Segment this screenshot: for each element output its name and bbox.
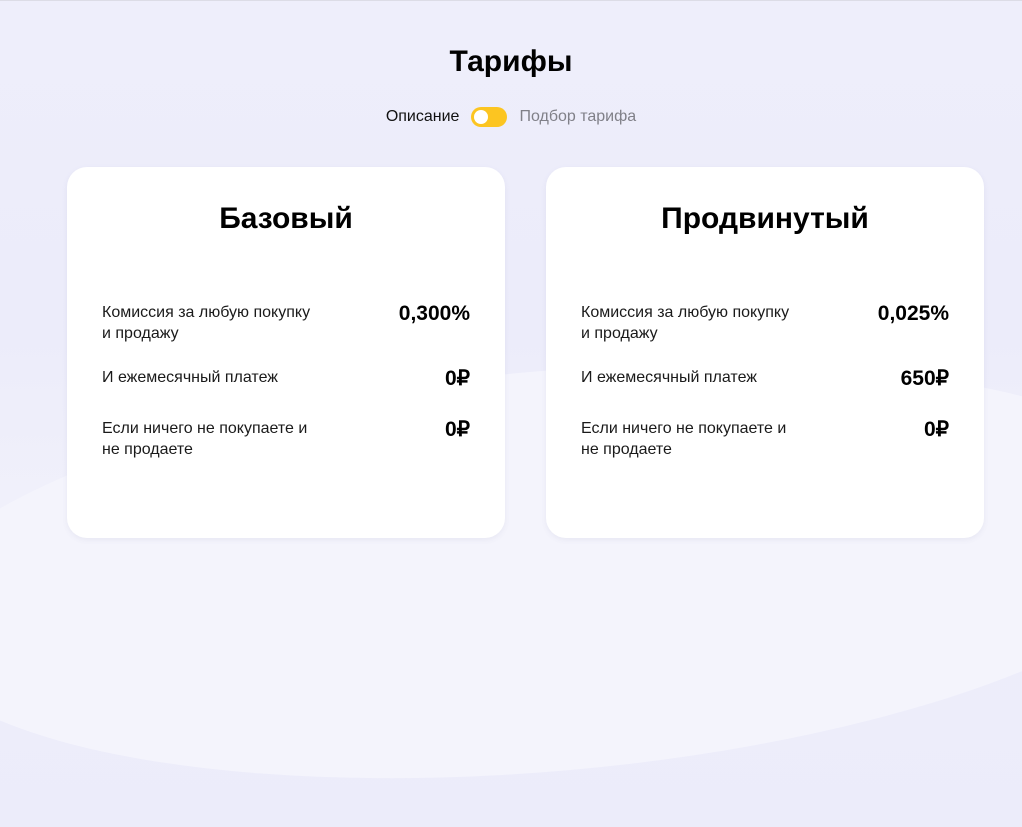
row-value: 0₽ xyxy=(444,418,470,441)
view-toggle[interactable] xyxy=(471,107,508,127)
switch-option-tariff-selection[interactable]: Подбор тарифа xyxy=(519,108,637,125)
plan-row: Если ничего не покупаете и не продаете 0₽ xyxy=(102,418,470,460)
row-label: И ежемесячный платеж xyxy=(581,369,757,386)
row-label: Если ничего не покупаете и не продаете xyxy=(581,420,787,458)
view-switch: Описание Подбор тарифа xyxy=(0,107,1022,127)
page-title: Тарифы xyxy=(449,45,573,78)
plan-card-advanced: Продвинутый Комиссия за любую покупку и … xyxy=(546,167,984,538)
plan-row: И ежемесячный платеж 650₽ xyxy=(581,367,949,392)
row-label: Комиссия за любую покупку и продажу xyxy=(102,304,311,342)
plan-row: И ежемесячный платеж 0₽ xyxy=(102,367,470,392)
plan-card-basic: Базовый Комиссия за любую покупку и прод… xyxy=(67,167,505,538)
row-value: 0₽ xyxy=(923,418,949,441)
switch-option-description[interactable]: Описание xyxy=(385,108,460,125)
plan-name: Базовый xyxy=(219,202,353,235)
row-value: 0₽ xyxy=(444,367,470,390)
toggle-knob xyxy=(474,110,489,124)
row-label: И ежемесячный платеж xyxy=(102,369,278,386)
row-label: Комиссия за любую покупку и продажу xyxy=(581,304,790,342)
plan-row: Комиссия за любую покупку и продажу 0,025… xyxy=(581,302,949,344)
row-value: 0,300% xyxy=(398,302,470,325)
row-value: 650₽ xyxy=(900,367,949,390)
plan-row: Если ничего не покупаете и не продаете 0₽ xyxy=(581,418,949,460)
plan-name: Продвинутый xyxy=(661,202,869,235)
plan-row: Комиссия за любую покупку и продажу 0,300… xyxy=(102,302,470,344)
row-label: Если ничего не покупаете и не продаете xyxy=(102,420,308,458)
row-value: 0,025% xyxy=(877,302,949,325)
